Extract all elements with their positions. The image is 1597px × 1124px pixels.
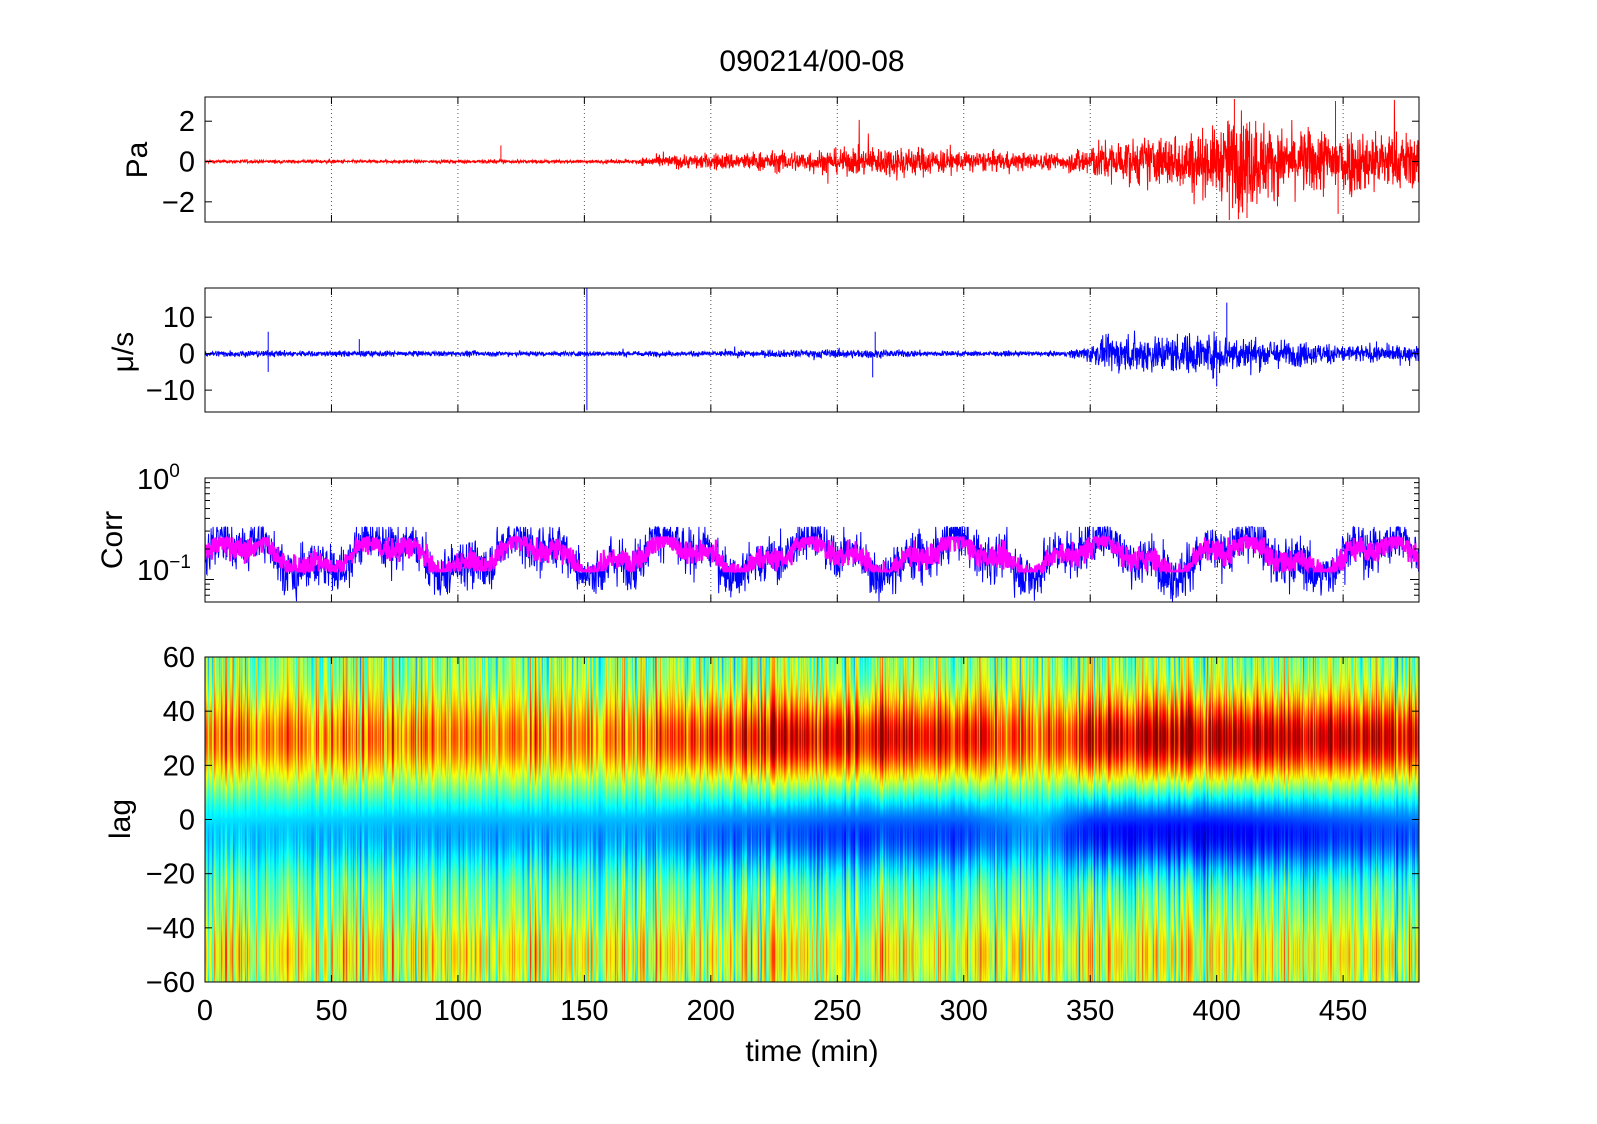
x-axis-label: time (min) [745,1035,878,1068]
x-axis-ticks: 0 50 100 150 200 250 300 350 400 450 [197,97,1367,1027]
y-tick-label: 0 [179,147,195,179]
pressure-ylabel: Pa [121,141,154,178]
y-tick-label: 60 [163,642,195,674]
y-tick-label: −10 [146,375,195,407]
corr-tick-base-0: 10 [137,464,169,496]
x-tick-label: 250 [813,995,861,1027]
lag-ylabel: lag [104,799,137,839]
x-tick-label: 50 [315,995,347,1027]
y-tick-label: 40 [163,696,195,728]
correlation-panel: 100 10−1 Corr [96,461,1420,603]
figure-title: 090214/00-08 [719,45,904,78]
x-tick-label: 0 [197,995,213,1027]
y-tick-label: 20 [163,750,195,782]
pressure-y-ticks: 2 0 −2 [162,106,1419,219]
corr-tick-base-1: 10 [137,555,169,587]
pressure-trace [205,99,1419,220]
x-tick-label: 400 [1192,995,1240,1027]
x-tick-label: 300 [940,995,988,1027]
y-tick-label: 10 [163,302,195,334]
corr-tick-exp-0: 0 [169,461,180,482]
corr-tick-exp-1: −1 [169,552,191,573]
x-tick-label: 450 [1319,995,1367,1027]
velocity-trace [205,288,1419,411]
correlation-ylabel: Corr [96,511,129,569]
correlation-minor-ticks [205,477,1419,596]
velocity-panel: 10 0 −10 μ/s [107,287,1420,413]
correlation-y-tick-bottom: 10−1 [137,552,191,587]
correlation-y-tick-top: 100 [137,461,180,496]
lag-heatmap [205,657,1419,982]
svg-text:10−1: 10−1 [137,552,191,587]
lag-panel: 60 40 20 0 −20 −40 −60 lag [104,642,1420,999]
y-tick-label: −60 [146,967,195,999]
velocity-grid [330,288,1344,412]
y-tick-label: −40 [146,913,195,945]
y-tick-label: 2 [179,106,195,138]
lag-y-ticks: 60 40 20 0 −20 −40 −60 [146,642,1419,999]
x-tick-label: 100 [434,995,482,1027]
x-tick-label: 200 [687,995,735,1027]
correlation-axes-frame [204,477,1420,603]
correlation-grid [330,478,1344,602]
y-tick-label: 0 [179,805,195,837]
y-tick-label: −20 [146,859,195,891]
pressure-grid [330,97,1344,222]
pressure-panel: 2 0 −2 Pa [121,96,1420,223]
correlation-smoothed-trace [205,533,1419,576]
x-tick-label: 350 [1066,995,1114,1027]
velocity-ylabel: μ/s [107,332,140,373]
velocity-axes-frame [204,287,1420,413]
velocity-y-ticks: 10 0 −10 [146,302,1419,407]
x-tick-label: 150 [560,995,608,1027]
svg-text:100: 100 [137,461,180,496]
pressure-axes-frame [204,96,1420,223]
y-tick-label: 0 [179,339,195,371]
y-tick-label: −2 [162,187,195,219]
